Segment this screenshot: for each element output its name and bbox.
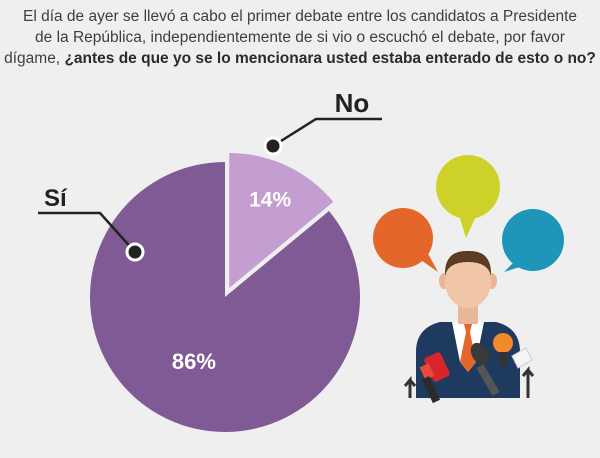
debate-speaker-illustration — [373, 155, 564, 404]
question-line-3: dígame, — [4, 50, 61, 67]
callout-line-si — [38, 211, 136, 253]
question-text: El día de ayer se llevó a cabo el primer… — [0, 6, 600, 69]
question-highlight: ¿antes de que yo se lo mencionara usted … — [64, 50, 596, 67]
callout-line-no — [272, 117, 382, 148]
question-line-1: El día de ayer se llevó a cabo el primer… — [22, 8, 578, 25]
category-label-si: Sí — [44, 185, 68, 212]
category-label-no: No — [335, 88, 370, 118]
microphones-icon — [403, 333, 535, 404]
speech-bubble-orange-icon — [373, 208, 438, 272]
pie-slice-si — [89, 162, 360, 432]
pie-value-label-no: 14% — [249, 189, 291, 212]
callout-marker-si — [125, 242, 145, 262]
pie-value-label-si: 86% — [172, 349, 216, 374]
speech-bubble-blue-icon — [502, 209, 564, 272]
question-line-2: de la República, independientemente de s… — [35, 29, 565, 46]
speech-bubble-yellow-icon — [436, 155, 500, 238]
pie-slice-no — [229, 152, 334, 288]
callout-marker-no — [263, 136, 283, 156]
